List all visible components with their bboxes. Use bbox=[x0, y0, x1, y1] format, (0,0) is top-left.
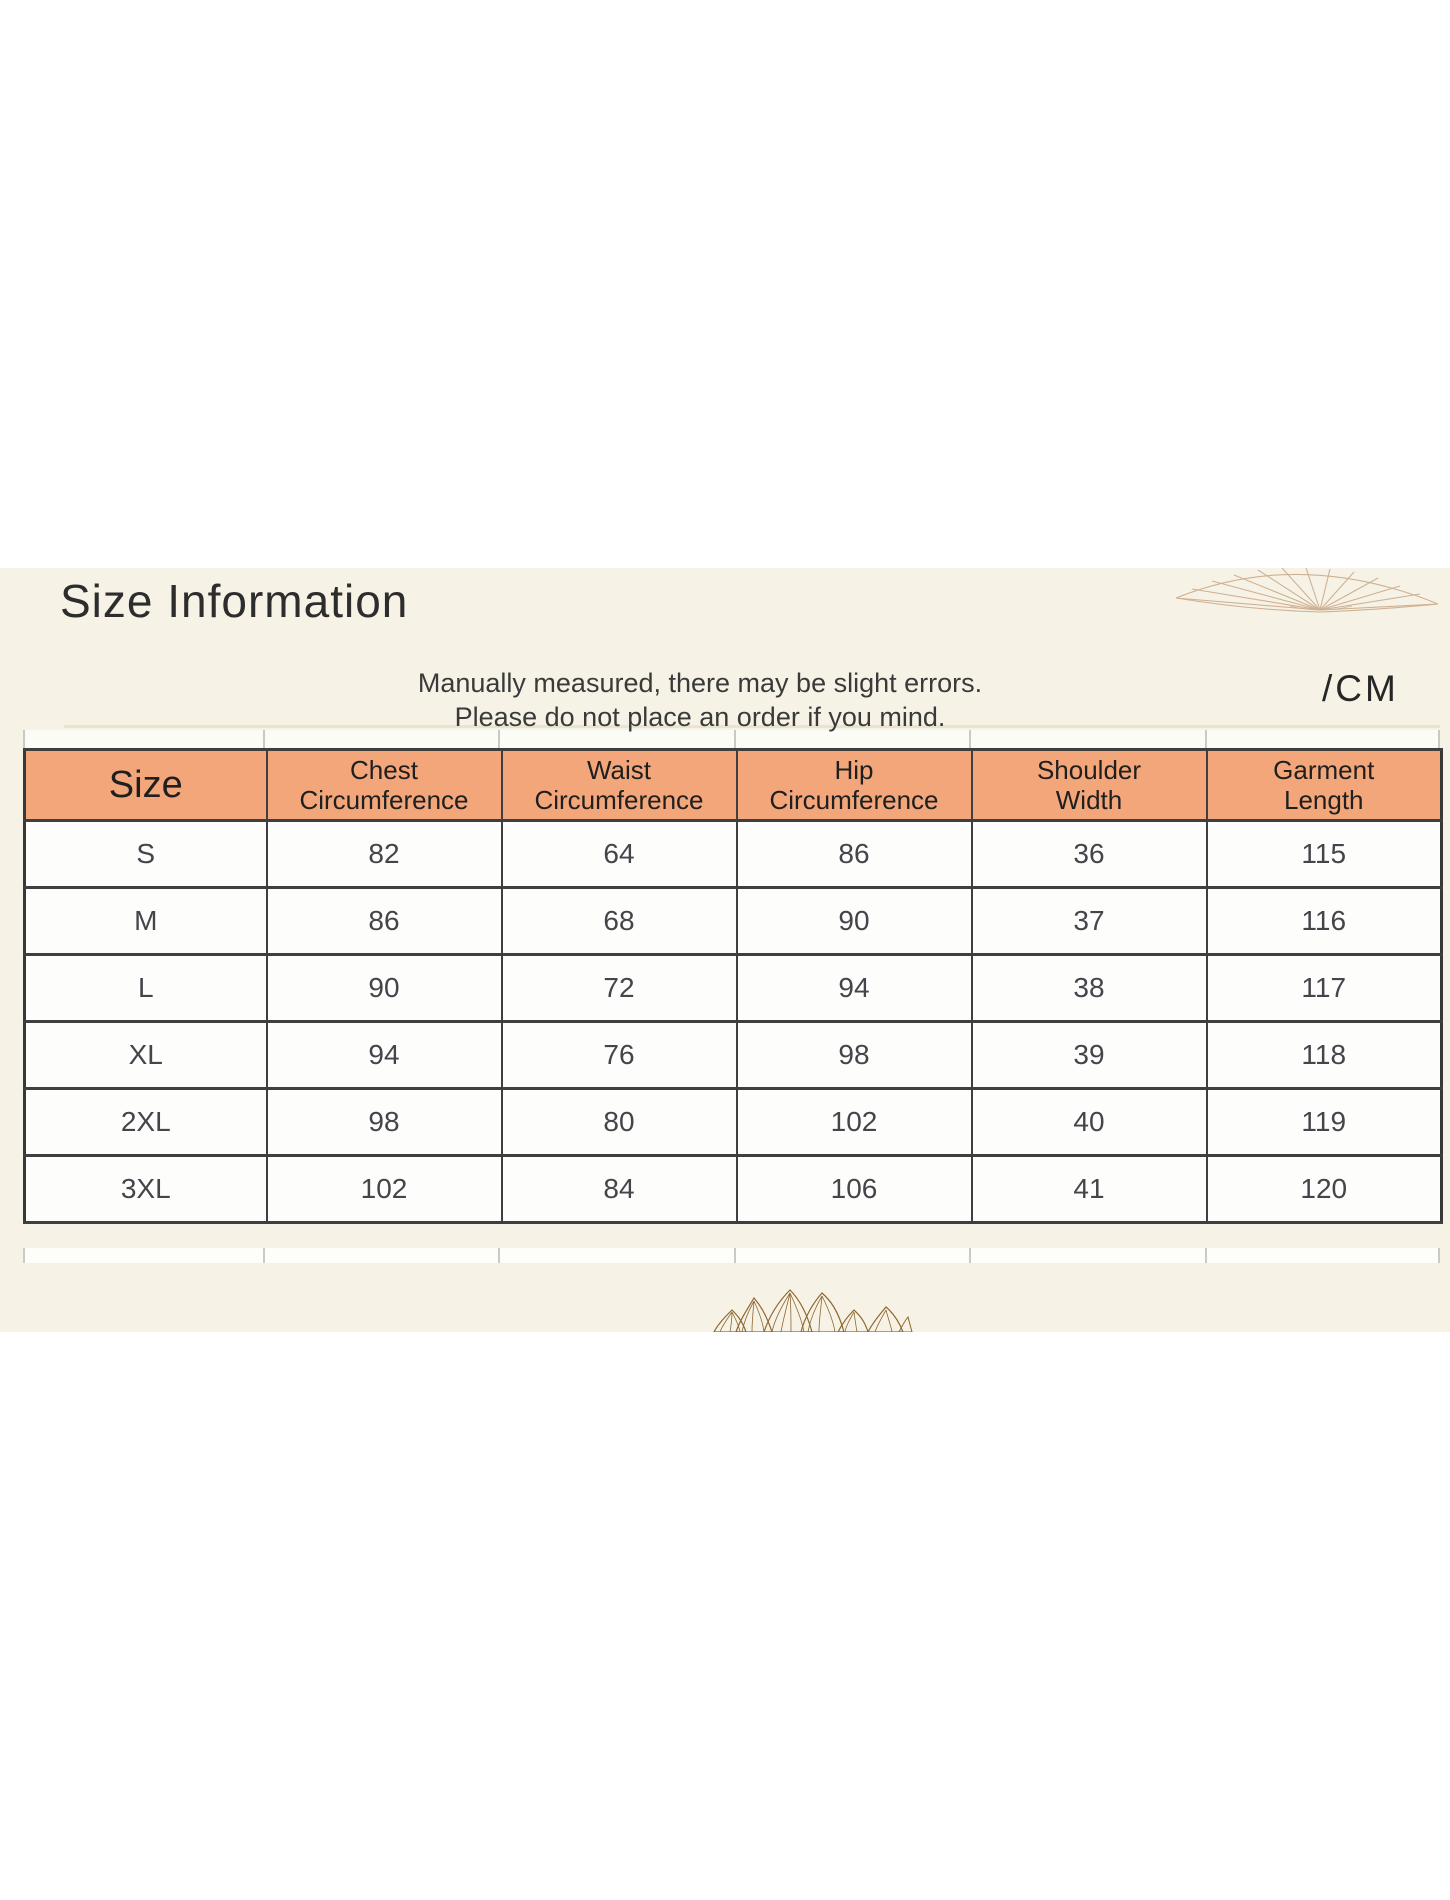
header-label: Shoulder bbox=[1036, 755, 1142, 785]
measurement-note: Manually measured, there may be slight e… bbox=[0, 666, 1400, 734]
column-border-stub bbox=[1438, 730, 1440, 748]
value-cell: 115 bbox=[1205, 819, 1443, 889]
column-border-stub bbox=[969, 1248, 971, 1263]
lotus-flower-icon bbox=[713, 1289, 913, 1332]
table-row: S 82 64 86 36 115 bbox=[23, 819, 1443, 889]
size-cell: M bbox=[23, 886, 268, 956]
column-border-stub bbox=[263, 730, 265, 748]
lotus-leaf-fan-icon bbox=[1175, 568, 1439, 613]
value-cell: 98 bbox=[735, 1020, 973, 1090]
value-cell: 40 bbox=[970, 1087, 1208, 1157]
note-line-2: Please do not place an order if you mind… bbox=[454, 702, 946, 732]
value-cell: 117 bbox=[1205, 953, 1443, 1023]
table-row: 3XL 102 84 106 41 120 bbox=[23, 1154, 1443, 1224]
value-cell: 37 bbox=[970, 886, 1208, 956]
header-label: Circumference bbox=[534, 785, 704, 815]
table-row: M 86 68 90 37 116 bbox=[23, 886, 1443, 956]
value-cell: 84 bbox=[500, 1154, 738, 1224]
column-header-shoulder: Shoulder Width bbox=[970, 748, 1208, 822]
size-cell: 2XL bbox=[23, 1087, 268, 1157]
column-border-stub bbox=[1205, 1248, 1207, 1263]
value-cell: 98 bbox=[265, 1087, 503, 1157]
size-cell: S bbox=[23, 819, 268, 889]
header-label: Length bbox=[1283, 785, 1364, 815]
page-title: Size Information bbox=[60, 575, 409, 627]
column-header-garment: Garment Length bbox=[1205, 748, 1443, 822]
size-cell: 3XL bbox=[23, 1154, 268, 1224]
table-row: XL 94 76 98 39 118 bbox=[23, 1020, 1443, 1090]
table-row: L 90 72 94 38 117 bbox=[23, 953, 1443, 1023]
header-label: Width bbox=[1055, 785, 1123, 815]
value-cell: 68 bbox=[500, 886, 738, 956]
value-cell: 119 bbox=[1205, 1087, 1443, 1157]
header-row: Size Chest Circumference Waist Circumfer… bbox=[23, 748, 1443, 822]
value-cell: 64 bbox=[500, 819, 738, 889]
value-cell: 82 bbox=[265, 819, 503, 889]
column-border-stub bbox=[498, 730, 500, 748]
header-label: Circumference bbox=[769, 785, 939, 815]
value-cell: 102 bbox=[265, 1154, 503, 1224]
column-border-stub bbox=[263, 1248, 265, 1263]
size-info-section: Size Information Manually measured, ther… bbox=[0, 568, 1450, 1332]
value-cell: 94 bbox=[265, 1020, 503, 1090]
value-cell: 94 bbox=[735, 953, 973, 1023]
column-border-stub bbox=[734, 730, 736, 748]
column-header-hip: Hip Circumference bbox=[735, 748, 973, 822]
column-header-size: Size bbox=[23, 748, 268, 822]
size-cell: XL bbox=[23, 1020, 268, 1090]
column-border-stub bbox=[498, 1248, 500, 1263]
note-line-1: Manually measured, there may be slight e… bbox=[417, 668, 983, 698]
header-label: Circumference bbox=[299, 785, 469, 815]
value-cell: 41 bbox=[970, 1154, 1208, 1224]
value-cell: 36 bbox=[970, 819, 1208, 889]
value-cell: 118 bbox=[1205, 1020, 1443, 1090]
divider-line bbox=[64, 725, 1440, 728]
column-border-stub bbox=[1438, 1248, 1440, 1263]
column-border-stub bbox=[23, 730, 25, 748]
value-cell: 86 bbox=[265, 886, 503, 956]
size-cell: L bbox=[23, 953, 268, 1023]
column-border-stub bbox=[969, 730, 971, 748]
column-header-chest: Chest Circumference bbox=[265, 748, 503, 822]
unit-label: /CM bbox=[1322, 668, 1399, 709]
header-label: Waist bbox=[586, 755, 652, 785]
clipped-row-bottom bbox=[23, 1248, 1440, 1263]
value-cell: 76 bbox=[500, 1020, 738, 1090]
value-cell: 38 bbox=[970, 953, 1208, 1023]
value-cell: 102 bbox=[735, 1087, 973, 1157]
column-header-waist: Waist Circumference bbox=[500, 748, 738, 822]
value-cell: 72 bbox=[500, 953, 738, 1023]
header-label: Size bbox=[108, 764, 183, 806]
value-cell: 106 bbox=[735, 1154, 973, 1224]
value-cell: 120 bbox=[1205, 1154, 1443, 1224]
header-label: Hip bbox=[834, 755, 874, 785]
size-table-body: S 82 64 86 36 115 M 86 68 90 37 116 L 90 72 94 38 117 XL 94… bbox=[23, 819, 1443, 1224]
value-cell: 116 bbox=[1205, 886, 1443, 956]
table-row: 2XL 98 80 102 40 119 bbox=[23, 1087, 1443, 1157]
clipped-row-top bbox=[23, 730, 1440, 748]
value-cell: 90 bbox=[735, 886, 973, 956]
value-cell: 90 bbox=[265, 953, 503, 1023]
column-border-stub bbox=[1205, 730, 1207, 748]
value-cell: 80 bbox=[500, 1087, 738, 1157]
header-label: Chest bbox=[350, 755, 418, 785]
header-label: Garment bbox=[1273, 755, 1375, 785]
column-border-stub bbox=[734, 1248, 736, 1263]
size-table: Size Chest Circumference Waist Circumfer… bbox=[23, 748, 1443, 1224]
value-cell: 39 bbox=[970, 1020, 1208, 1090]
value-cell: 86 bbox=[735, 819, 973, 889]
column-border-stub bbox=[23, 1248, 25, 1263]
